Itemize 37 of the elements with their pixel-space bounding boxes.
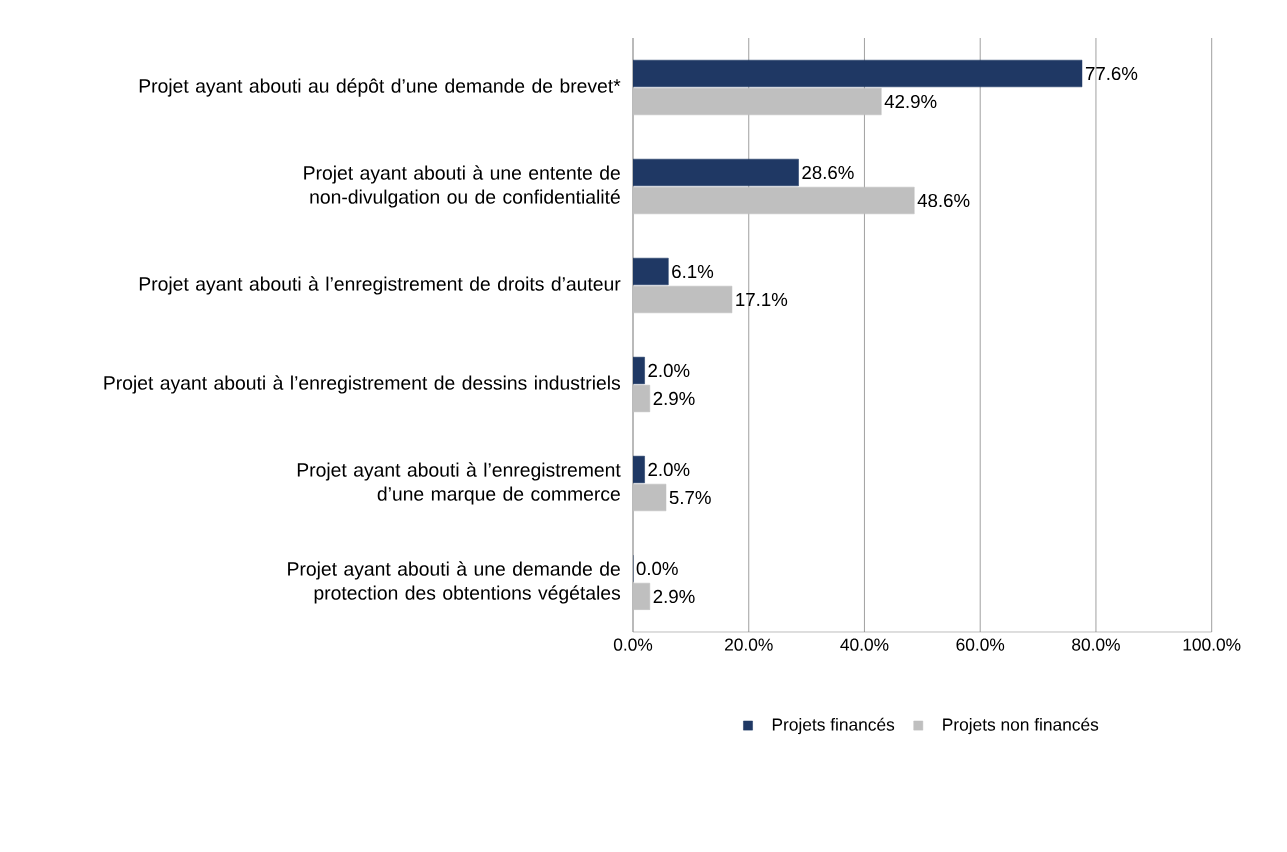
data-label: 6.1% [672,264,714,279]
bar [633,356,645,385]
y-tick-label: Projet ayant abouti à l’enregistrement de droits d’auteur [139,276,621,295]
data-label: 2.9% [653,391,695,406]
data-label: 17.1% [736,292,788,307]
data-label: 42.9% [884,94,937,109]
y-tick-label: Projet ayant abouti à l’enregistrement d’une marque de commerce [297,462,621,505]
x-tick-label: 40.0% [840,638,889,651]
data-label: 77.6% [1085,66,1138,81]
bar [633,257,669,286]
bar [633,186,915,215]
data-label: 5.7% [669,490,711,505]
x-tick-label: 60.0% [956,638,1005,651]
data-label: 48.6% [917,193,970,208]
legend-label: Projets non financés [943,717,1099,735]
bar [633,59,1083,88]
data-label: 0.0% [636,561,678,576]
x-tick-label: 80.0% [1072,638,1120,651]
x-tick-label: 20.0% [725,638,773,651]
y-tick-label: Projet ayant abouti à une entente de non-divulgation ou de confidentialité [304,165,620,208]
bar [633,483,667,512]
y-tick-label: Projet ayant abouti à une demande de protection des obtentions végétales [288,561,621,604]
y-tick-label: Projet ayant abouti à l’enregistrement de dessins industriels [104,375,621,394]
bar [633,87,882,116]
bar [633,158,799,187]
bar [633,384,651,413]
data-label: 2.0% [648,363,690,378]
legend-label: Projets financés [772,717,895,735]
bar [633,285,733,314]
x-tick-label: 0.0% [613,638,653,651]
x-tick-label: 100.0% [1183,638,1241,651]
bar [633,582,651,611]
data-label: 2.0% [648,462,690,477]
bar [633,455,645,484]
data-label: 28.6% [802,165,854,180]
y-tick-label: Projet ayant abouti au dépôt d’une demande de brevet* [139,78,621,97]
data-label: 2.9% [653,589,695,604]
